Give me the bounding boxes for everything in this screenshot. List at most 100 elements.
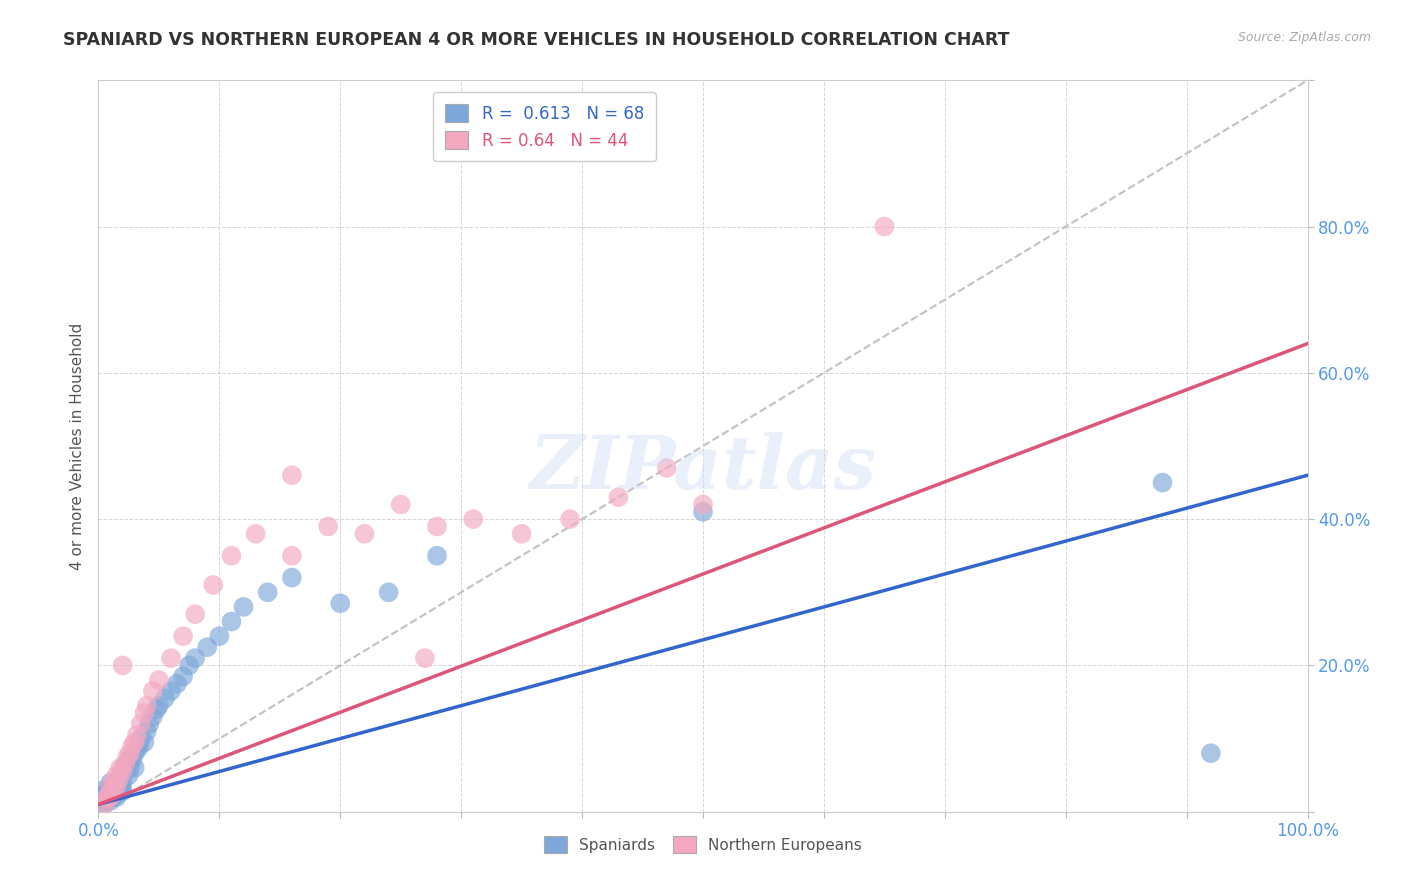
Point xyxy=(179,658,201,673)
Point xyxy=(281,571,304,585)
Point xyxy=(111,775,134,789)
Point xyxy=(96,794,118,808)
Point xyxy=(105,790,128,805)
Point xyxy=(329,596,352,610)
Point xyxy=(100,779,122,793)
Point xyxy=(117,749,139,764)
Point xyxy=(134,735,156,749)
Point xyxy=(108,772,131,786)
Point xyxy=(108,784,131,798)
Point xyxy=(142,684,165,698)
Y-axis label: 4 or more Vehicles in Household: 4 or more Vehicles in Household xyxy=(69,322,84,570)
Point xyxy=(115,757,138,772)
Point xyxy=(93,790,115,805)
Point xyxy=(353,526,375,541)
Point xyxy=(134,706,156,720)
Point xyxy=(93,794,115,808)
Point xyxy=(107,777,129,791)
Point xyxy=(166,676,188,690)
Point xyxy=(153,691,176,706)
Point xyxy=(184,607,207,622)
Point xyxy=(110,779,132,793)
Point xyxy=(221,615,243,629)
Point xyxy=(142,709,165,723)
Point xyxy=(110,768,132,782)
Point xyxy=(172,669,194,683)
Point xyxy=(1199,746,1222,760)
Point xyxy=(426,549,449,563)
Point xyxy=(98,782,121,797)
Point xyxy=(316,519,339,533)
Point xyxy=(101,781,124,796)
Point xyxy=(127,742,149,756)
Point xyxy=(100,789,122,803)
Point xyxy=(202,578,225,592)
Point xyxy=(118,746,141,760)
Point xyxy=(377,585,399,599)
Point xyxy=(100,794,122,808)
Point xyxy=(873,219,896,234)
Point xyxy=(96,791,118,805)
Point xyxy=(232,599,254,614)
Point xyxy=(426,519,449,533)
Point xyxy=(105,768,128,782)
Point xyxy=(138,717,160,731)
Point xyxy=(129,717,152,731)
Point xyxy=(100,790,122,805)
Point xyxy=(105,774,128,789)
Point xyxy=(118,754,141,768)
Point xyxy=(108,772,131,786)
Point xyxy=(124,735,146,749)
Point xyxy=(281,549,304,563)
Point xyxy=(93,797,115,812)
Point xyxy=(607,490,630,504)
Point xyxy=(97,791,120,805)
Point xyxy=(96,787,118,801)
Point xyxy=(111,764,134,779)
Point xyxy=(111,658,134,673)
Point xyxy=(93,782,115,797)
Point xyxy=(208,629,231,643)
Point xyxy=(124,746,146,760)
Point xyxy=(97,789,120,803)
Point xyxy=(463,512,485,526)
Point xyxy=(111,784,134,798)
Point xyxy=(135,724,157,739)
Point xyxy=(184,651,207,665)
Point xyxy=(98,790,121,805)
Point xyxy=(120,749,142,764)
Point xyxy=(135,698,157,713)
Point xyxy=(103,774,125,789)
Point xyxy=(105,779,128,793)
Point xyxy=(245,526,267,541)
Point xyxy=(221,549,243,563)
Point xyxy=(692,505,714,519)
Point xyxy=(103,777,125,791)
Point xyxy=(105,782,128,797)
Point xyxy=(121,754,143,768)
Point xyxy=(93,797,115,812)
Point xyxy=(118,768,141,782)
Point xyxy=(389,498,412,512)
Point xyxy=(100,775,122,789)
Text: ZIPatlas: ZIPatlas xyxy=(530,432,876,504)
Point xyxy=(510,526,533,541)
Point xyxy=(127,728,149,742)
Point xyxy=(558,512,581,526)
Point xyxy=(172,629,194,643)
Point xyxy=(112,761,135,775)
Point xyxy=(160,651,183,665)
Point xyxy=(121,739,143,753)
Point xyxy=(413,651,436,665)
Point xyxy=(129,731,152,746)
Point xyxy=(655,461,678,475)
Point xyxy=(124,761,146,775)
Point xyxy=(692,498,714,512)
Point xyxy=(108,761,131,775)
Point xyxy=(160,684,183,698)
Point xyxy=(128,739,150,753)
Point xyxy=(195,640,218,655)
Point xyxy=(148,698,170,713)
Legend: Spaniards, Northern Europeans: Spaniards, Northern Europeans xyxy=(537,830,869,859)
Point xyxy=(145,702,167,716)
